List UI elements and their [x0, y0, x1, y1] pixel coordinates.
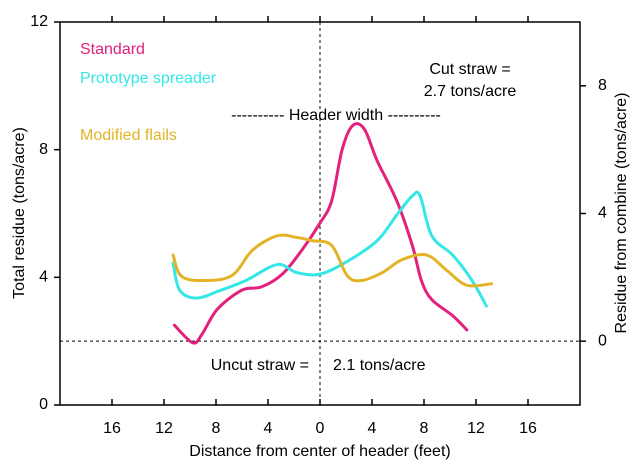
y-tick-label: 8 — [39, 141, 48, 158]
legend-label: Standard — [80, 41, 145, 58]
annotation: 2.7 tons/acre — [424, 83, 517, 100]
y2-tick-label: 8 — [598, 77, 607, 94]
y2-tick-label: 4 — [598, 205, 607, 222]
y-tick-label: 4 — [39, 269, 48, 286]
series-line — [171, 190, 488, 308]
annotation: ---------- Header width ---------- — [231, 107, 441, 124]
x-tick-label: 12 — [155, 420, 173, 437]
x-tick-label: 16 — [519, 420, 537, 437]
y-tick-label: 12 — [30, 13, 48, 30]
x-tick-label: 12 — [467, 420, 485, 437]
y-tick-label: 0 — [39, 396, 48, 413]
x-tick-label: 0 — [316, 420, 325, 437]
x-tick-label: 8 — [420, 420, 429, 437]
legend-label: Modified flails — [80, 127, 177, 144]
y2-axis-label: Residue from combine (tons/acre) — [613, 93, 630, 334]
y2-tick-label: 0 — [598, 332, 607, 349]
series-line — [172, 122, 469, 345]
x-axis-label: Distance from center of header (feet) — [189, 443, 450, 460]
annotation: 2.1 tons/acre — [333, 357, 426, 374]
annotation: Uncut straw = — [211, 357, 309, 374]
y-axis-label: Total residue (tons/acre) — [11, 127, 28, 299]
x-tick-label: 16 — [103, 420, 121, 437]
series-line — [171, 233, 494, 288]
x-tick-label: 4 — [368, 420, 377, 437]
annotation: Cut straw = — [429, 61, 510, 78]
x-tick-label: 4 — [264, 420, 273, 437]
x-tick-label: 8 — [212, 420, 221, 437]
legend-label: Prototype spreader — [80, 70, 217, 87]
